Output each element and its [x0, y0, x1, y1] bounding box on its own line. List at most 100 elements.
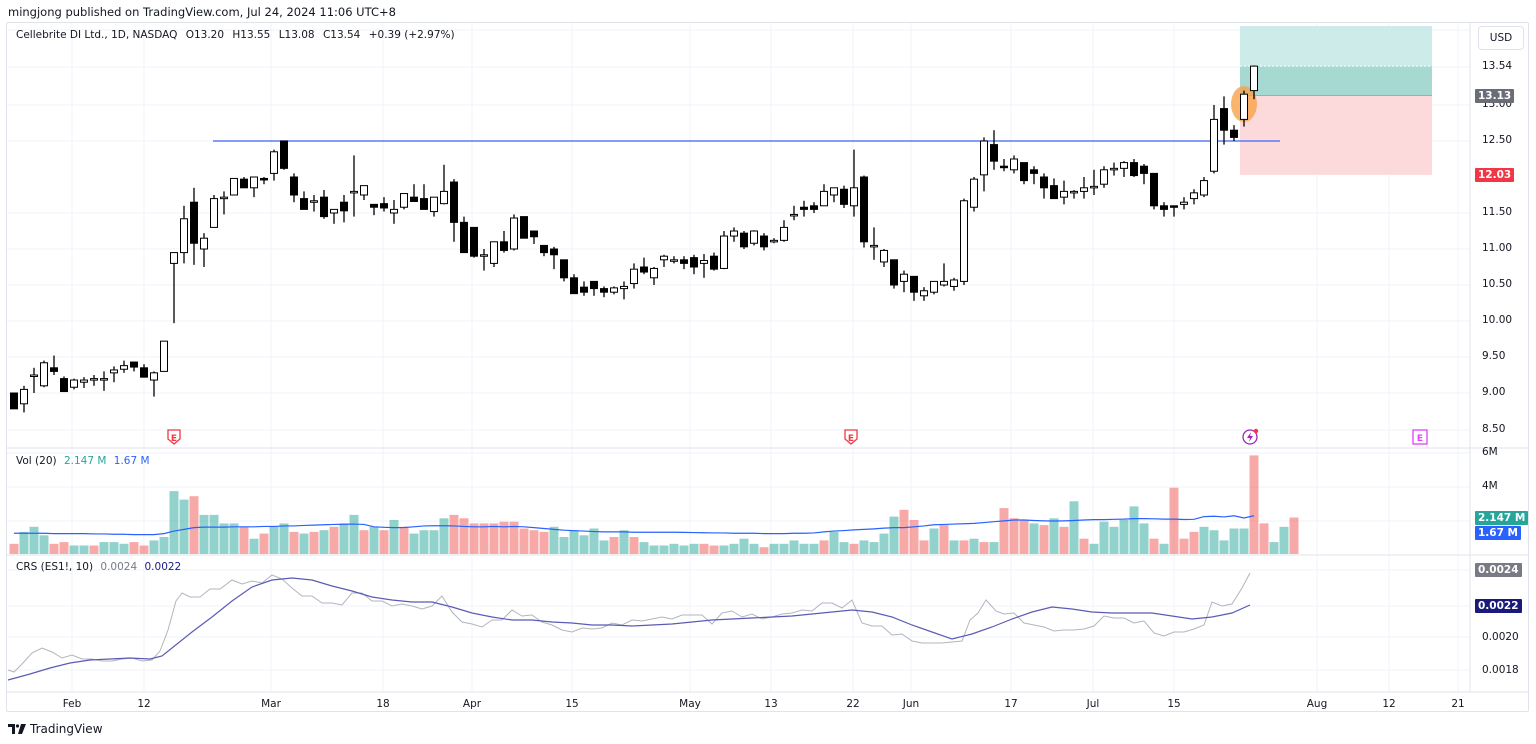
candle [1140, 165, 1148, 174]
price-tick: 9.00 [1482, 386, 1506, 398]
candle [900, 273, 908, 282]
candle [1040, 176, 1048, 189]
crs-label[interactable]: CRS (ES1!, 10) [16, 561, 94, 573]
candle [340, 201, 348, 212]
candle [610, 287, 618, 293]
candle [1230, 129, 1238, 138]
volume-bar [429, 530, 439, 554]
volume-tick: 4M [1482, 480, 1498, 492]
candle [850, 187, 858, 207]
candle [710, 255, 718, 270]
candle [400, 193, 408, 208]
volume-bar [1289, 517, 1299, 554]
volume-bar [169, 491, 179, 554]
earnings-icon [844, 429, 858, 445]
volume-bar [859, 540, 869, 554]
volume-bar [1169, 487, 1179, 554]
candle [1170, 205, 1178, 208]
price-tick: 8.50 [1482, 423, 1506, 435]
volume-bar [409, 533, 419, 554]
date-label: Mar [261, 698, 281, 710]
volume-bar [549, 526, 559, 554]
candle [1000, 165, 1008, 169]
volume-bar [419, 530, 429, 554]
target-zone-filled [1240, 66, 1432, 96]
volume-bar [1199, 526, 1209, 554]
candle [1150, 172, 1158, 207]
symbol-legend: Cellebrite DI Ltd., 1D, NASDAQ O13.20 H1… [16, 29, 460, 41]
volume-bar [479, 523, 489, 554]
upcoming-earnings-icon [1412, 429, 1428, 445]
volume-bar [399, 526, 409, 554]
candle [60, 378, 68, 393]
volume-bar [1249, 455, 1259, 554]
date-label: 22 [846, 698, 860, 710]
date-label: Apr [462, 698, 482, 710]
candle [980, 140, 988, 176]
volume-bar [679, 545, 689, 554]
volume-bar [639, 542, 649, 554]
volume-bar [1279, 526, 1289, 554]
price-tick: 11.50 [1482, 206, 1513, 218]
candle [190, 201, 198, 244]
candle [200, 237, 208, 250]
volume-bar [229, 523, 239, 554]
candle [290, 176, 298, 196]
candle [700, 260, 708, 264]
candle [740, 232, 748, 248]
candle [350, 190, 358, 194]
volume-bar [1209, 530, 1219, 554]
candle [30, 374, 38, 377]
volume-bar [949, 540, 959, 554]
low-value: L13.08 [278, 29, 315, 41]
current-price-badge: 13.13 [1475, 89, 1515, 103]
volume-bar [449, 514, 459, 554]
candle [890, 259, 898, 286]
candle [960, 200, 968, 282]
candle [580, 286, 588, 293]
candle [560, 259, 568, 279]
volume-bar [109, 542, 119, 554]
candle [730, 230, 738, 237]
volume-bar [1189, 531, 1199, 554]
candle [760, 235, 768, 248]
candle [140, 367, 148, 378]
stop-zone [1240, 95, 1432, 175]
candle [120, 365, 128, 370]
candle [1250, 65, 1258, 92]
candle [670, 259, 678, 262]
volume-label[interactable]: Vol (20) [16, 455, 57, 467]
candle [1210, 118, 1218, 172]
candle [1200, 180, 1208, 196]
volume-bar [279, 523, 289, 554]
candle [950, 279, 958, 287]
candle [510, 217, 518, 250]
candle [300, 198, 308, 210]
candle [1180, 201, 1188, 205]
volume-bar [329, 526, 339, 554]
currency-button[interactable]: USD [1478, 26, 1524, 50]
symbol-name[interactable]: Cellebrite DI Ltd., 1D, NASDAQ [16, 29, 178, 41]
volume-bar [969, 538, 979, 554]
candle [530, 230, 538, 238]
crs-line [7, 572, 1251, 673]
candle [150, 372, 158, 381]
price-tick: 9.50 [1482, 350, 1506, 362]
candle [830, 187, 838, 196]
volume-bar [579, 535, 589, 554]
volume-bar [599, 540, 609, 554]
candle [1130, 162, 1138, 177]
candle [170, 252, 178, 264]
candle [480, 254, 488, 257]
date-label: 12 [137, 698, 151, 710]
candle [590, 280, 598, 290]
volume-bar [529, 530, 539, 554]
tradingview-logo[interactable]: TradingView [8, 722, 103, 736]
candle [970, 178, 978, 208]
volume-bar [199, 514, 209, 554]
date-label: 13 [764, 698, 778, 710]
volume-bar [1059, 526, 1069, 554]
volume-bar [619, 530, 629, 554]
crs-tick: 0.0018 [1482, 664, 1519, 676]
